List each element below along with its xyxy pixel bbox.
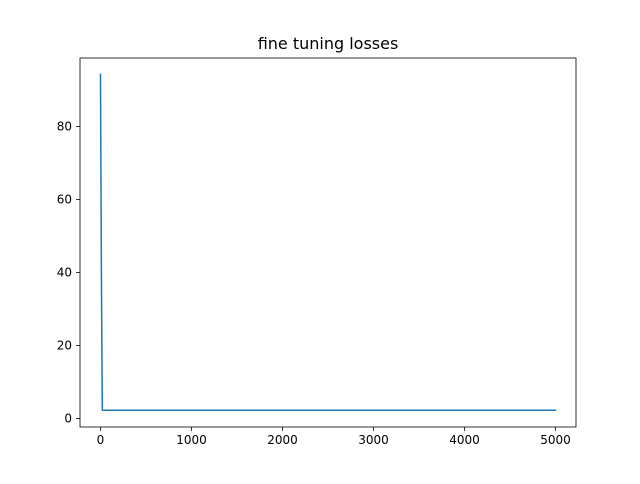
x-axis: 0 1000 2000 3000 4000 5000 — [97, 427, 571, 447]
x-tick-label: 2000 — [267, 433, 298, 447]
x-tick-label: 5000 — [540, 433, 571, 447]
y-tick-label: 20 — [57, 339, 72, 353]
axes-frame — [79, 57, 577, 428]
y-tick-label: 60 — [57, 193, 72, 207]
x-tick-label: 4000 — [449, 433, 480, 447]
chart-title: fine tuning losses — [258, 34, 399, 53]
plot-area — [99, 73, 557, 411]
y-tick-label: 80 — [57, 120, 72, 134]
series-line — [99, 73, 557, 411]
x-tick-label: 0 — [97, 433, 105, 447]
x-tick-label: 3000 — [358, 433, 389, 447]
y-tick-label: 40 — [57, 266, 72, 280]
x-tick-label: 1000 — [176, 433, 207, 447]
y-axis: 0 20 40 60 80 — [57, 120, 80, 426]
y-tick-label: 0 — [64, 412, 72, 426]
